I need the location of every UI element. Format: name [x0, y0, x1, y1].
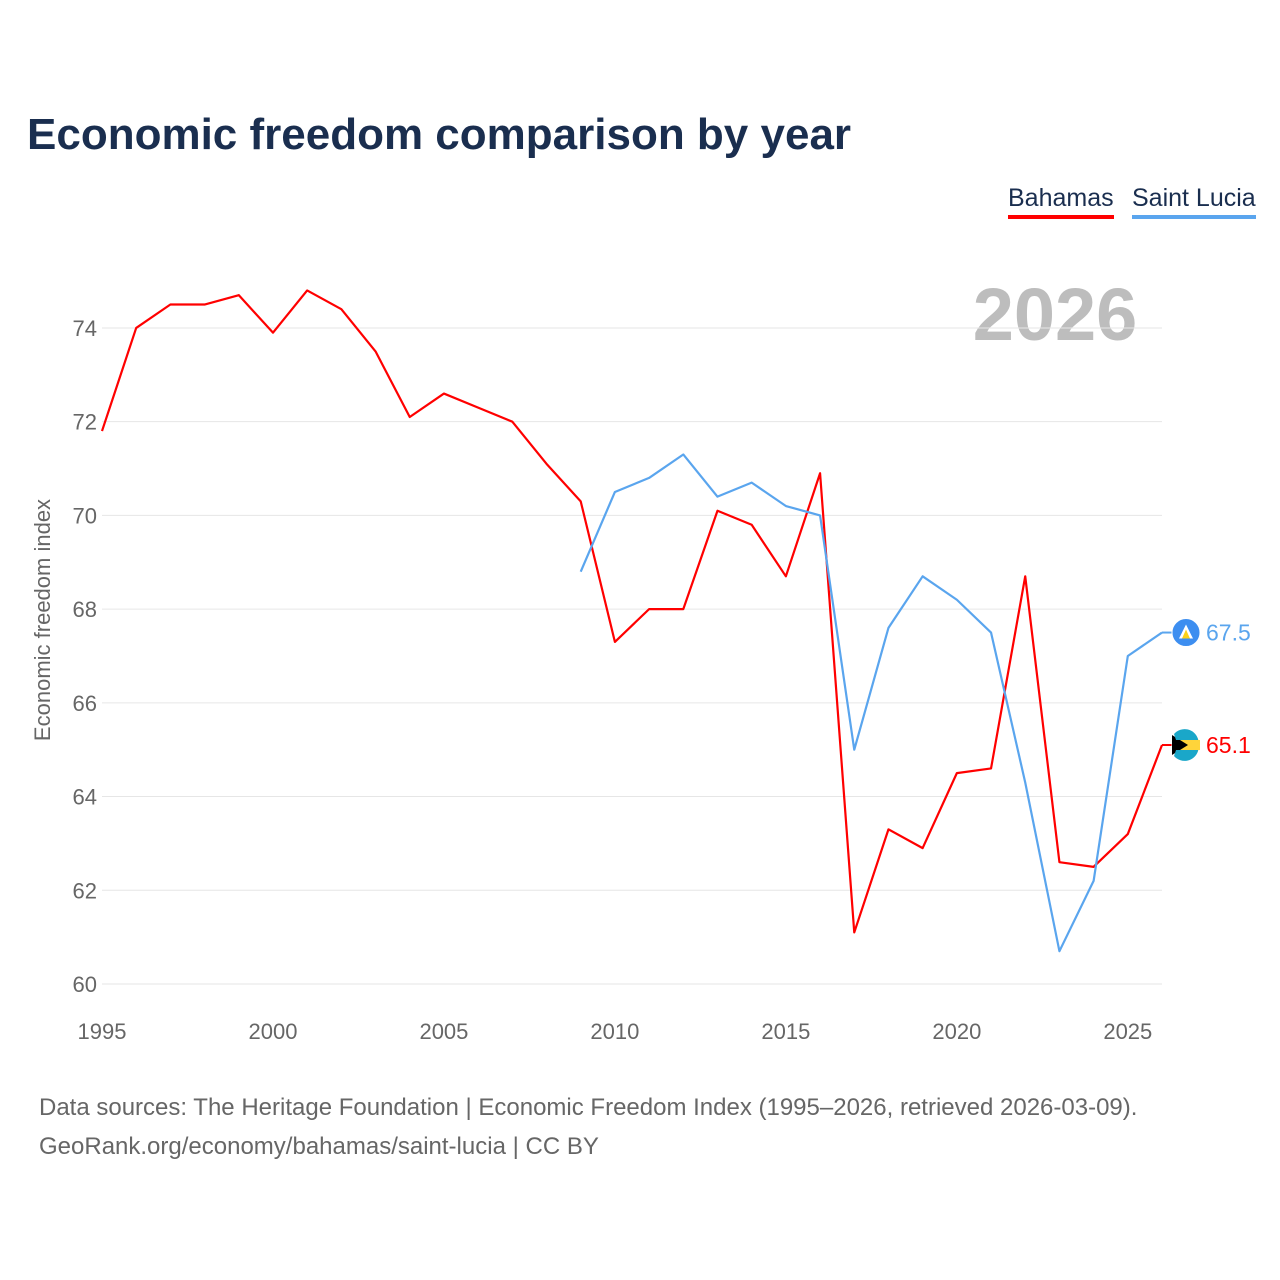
x-tick-label: 2025	[1103, 1019, 1152, 1044]
series-line-saint-lucia	[579, 453, 1163, 953]
legend-bahamas[interactable]: Bahamas	[1008, 184, 1114, 219]
legend-saint-lucia[interactable]: Saint Lucia	[1132, 184, 1256, 219]
flag-top	[1174, 729, 1198, 741]
x-tick-label: 2010	[590, 1019, 639, 1044]
x-tick-label: 2005	[419, 1019, 468, 1044]
end-value-label: 65.1	[1206, 732, 1251, 758]
series-line-bahamas	[100, 289, 1164, 934]
y-tick-label: 64	[73, 785, 97, 810]
footer: Data sources: The Heritage Foundation | …	[39, 1088, 1137, 1166]
y-tick-label: 62	[73, 878, 97, 903]
x-tick-label: 2020	[932, 1019, 981, 1044]
flag-triangle-inner	[1182, 629, 1190, 639]
x-tick-label: 1995	[78, 1019, 127, 1044]
end-value-label: 67.5	[1206, 620, 1251, 646]
y-axis-label: Economic freedom index	[30, 499, 55, 741]
footer-attribution[interactable]: GeoRank.org/economy/bahamas/saint-lucia …	[39, 1133, 599, 1160]
y-tick-label: 60	[73, 972, 97, 997]
x-tick-label: 2015	[761, 1019, 810, 1044]
y-tick-label: 70	[73, 503, 97, 528]
flag-bottom	[1174, 750, 1198, 761]
y-tick-label: 74	[73, 316, 97, 341]
y-tick-label: 72	[73, 410, 97, 435]
y-tick-label: 66	[73, 691, 97, 716]
footer-sources: Data sources: The Heritage Foundation | …	[39, 1094, 1138, 1121]
chart-title: Economic freedom comparison by year	[27, 110, 852, 159]
x-tick-label: 2000	[248, 1019, 297, 1044]
y-tick-label: 68	[73, 597, 97, 622]
year-watermark: 2026	[973, 273, 1138, 356]
